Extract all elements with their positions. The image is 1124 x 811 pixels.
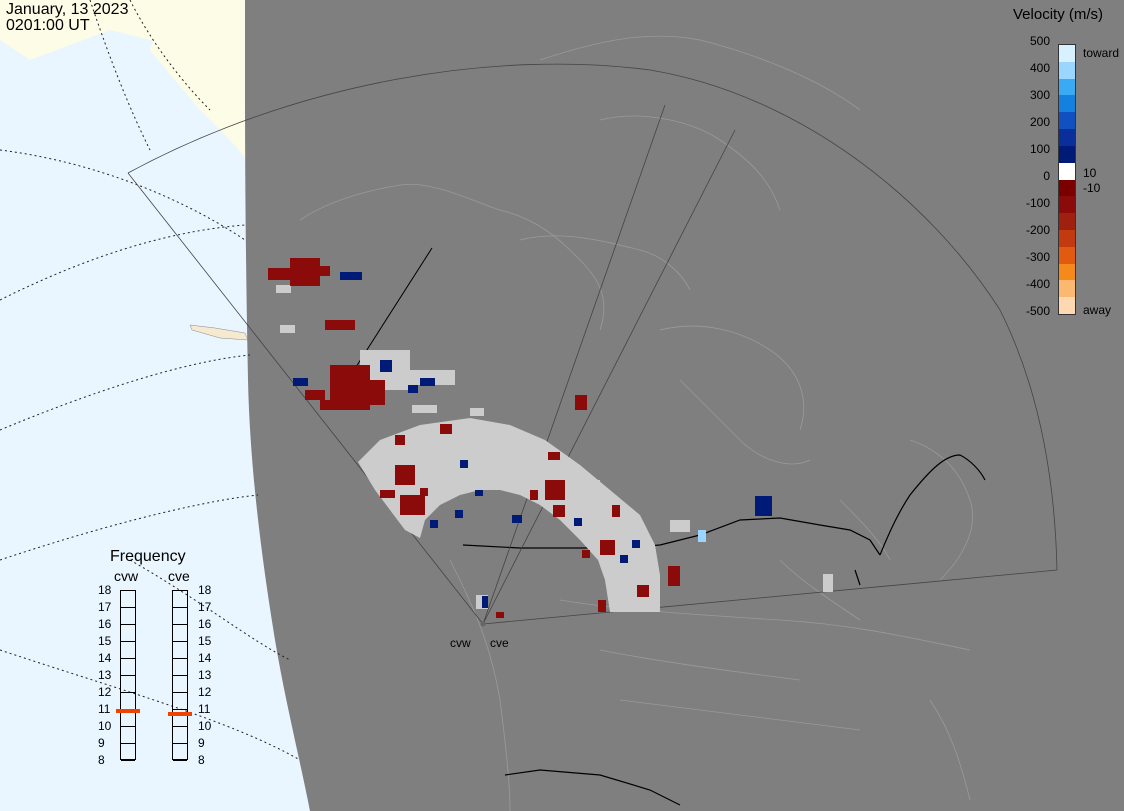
frequency-cell (121, 727, 135, 744)
frequency-cell (121, 591, 135, 608)
colorbar-segment (1059, 61, 1075, 79)
frequency-scale-right: 8 (198, 753, 205, 767)
frequency-scale-left: 9 (98, 736, 105, 750)
frequency-scale-right: 9 (198, 736, 205, 750)
legend-tick-label: -300 (1025, 250, 1050, 264)
date-label: January, 13 2023 (6, 1, 129, 18)
time-label: 0201:00 UT (6, 17, 90, 34)
frequency-column-cve (172, 590, 188, 761)
frequency-scale-left: 17 (98, 600, 112, 614)
colorbar-segment (1059, 179, 1075, 197)
legend-tick-label: 500 (1029, 34, 1050, 48)
frequency-scale-right: 11 (198, 702, 211, 716)
frequency-marker-cve (168, 712, 192, 717)
frequency-radar-cve-label: cve (168, 568, 190, 584)
radar-site-marker (480, 621, 486, 627)
frequency-scale-left: 12 (98, 685, 112, 699)
legend-tick-label: -400 (1025, 277, 1050, 291)
colorbar-segment (1059, 297, 1075, 315)
colorbar-segment (1059, 78, 1075, 96)
country-border (462, 454, 986, 806)
frequency-cell (121, 744, 135, 761)
colorbar-segment (1059, 129, 1075, 147)
frequency-cell (173, 710, 187, 727)
frequency-cell (121, 625, 135, 642)
frequency-scale-right: 10 (198, 719, 212, 733)
legend-title: Velocity (m/s) (1013, 6, 1104, 23)
colorbar-segment (1059, 263, 1075, 281)
alaska-land-south (120, 0, 247, 160)
frequency-scale-left: 16 (98, 617, 112, 631)
frequency-scale-right: 14 (198, 651, 212, 665)
velocity-away-cells (268, 258, 680, 618)
colorbar-segment (1059, 196, 1075, 214)
legend-neg-threshold: -10 (1083, 181, 1101, 195)
legend-tick-label: 0 (1043, 169, 1050, 183)
frequency-radar-cvw-label: cvw (114, 568, 139, 584)
colorbar-segment (1059, 229, 1075, 247)
colorbar-segment (1059, 162, 1075, 180)
frequency-scale-right: 13 (198, 668, 212, 682)
frequency-scale-right: 15 (198, 634, 212, 648)
velocity-colorbar (1058, 44, 1076, 315)
frequency-scale-left: 13 (98, 668, 112, 682)
coastlines (299, 35, 974, 811)
legend-away-label: away (1083, 303, 1112, 317)
frequency-cell (121, 642, 135, 659)
colorbar-segment (1059, 246, 1075, 264)
velocity-high-toward-cell (698, 530, 706, 542)
legend-pos-threshold: 10 (1083, 166, 1097, 180)
night-shading (245, 0, 1124, 811)
frequency-scale-left: 15 (98, 634, 112, 648)
station-label-cvw: cvw (450, 636, 471, 650)
velocity-legend: Velocity (m/s) 500 400 300 200 100 0 -100 -200 -… (1000, 4, 1124, 324)
frequency-cell (173, 642, 187, 659)
frequency-cell (173, 727, 187, 744)
frequency-scale-right: 18 (198, 583, 212, 597)
colorbar-segment (1059, 213, 1075, 231)
colorbar-segment (1059, 95, 1075, 113)
frequency-cell (173, 744, 187, 761)
legend-tick-label: -100 (1025, 196, 1050, 210)
frequency-scale-right: 16 (198, 617, 212, 631)
legend-toward-label: toward (1083, 46, 1120, 60)
frequency-scale-right: 17 (198, 600, 212, 614)
frequency-cell (173, 693, 187, 710)
frequency-scale-left: 11 (98, 702, 111, 716)
frequency-cell (173, 608, 187, 625)
frequency-cell (121, 608, 135, 625)
colorbar-segment (1059, 280, 1075, 298)
legend-tick-label: 400 (1029, 61, 1050, 75)
frequency-cell (121, 659, 135, 676)
legend-tick-label: 200 (1029, 115, 1050, 129)
frequency-title: Frequency (110, 548, 186, 565)
frequency-marker-cvw (116, 708, 140, 713)
frequency-column-cvw (120, 590, 136, 761)
frequency-scale-right: 12 (198, 685, 212, 699)
frequency-scale-left: 10 (98, 719, 112, 733)
frequency-scale-left: 14 (98, 651, 112, 665)
legend-tick-label: 300 (1029, 88, 1050, 102)
graticule (0, 0, 301, 761)
velocity-toward-cells (293, 272, 772, 608)
colorbar-segment (1059, 112, 1075, 130)
legend-tick-label: 100 (1029, 142, 1050, 156)
frequency-cell (173, 625, 187, 642)
frequency-cell (121, 676, 135, 693)
frequency-scale-left: 18 (98, 583, 112, 597)
frequency-cell (173, 659, 187, 676)
colorbar-segment (1059, 45, 1075, 62)
station-label-cve: cve (490, 636, 509, 650)
legend-tick-label: -200 (1025, 223, 1050, 237)
frequency-cell (173, 676, 187, 693)
frequency-cell (121, 693, 135, 710)
frequency-panel: Frequency cvw cve 18 18 17 17 16 16 15 15 14 14 13… (70, 548, 230, 778)
frequency-scale-left: 8 (98, 753, 105, 767)
frequency-cell (173, 591, 187, 608)
frequency-cell (121, 710, 135, 727)
legend-tick-label: -500 (1025, 304, 1050, 318)
colorbar-segment (1059, 145, 1075, 163)
